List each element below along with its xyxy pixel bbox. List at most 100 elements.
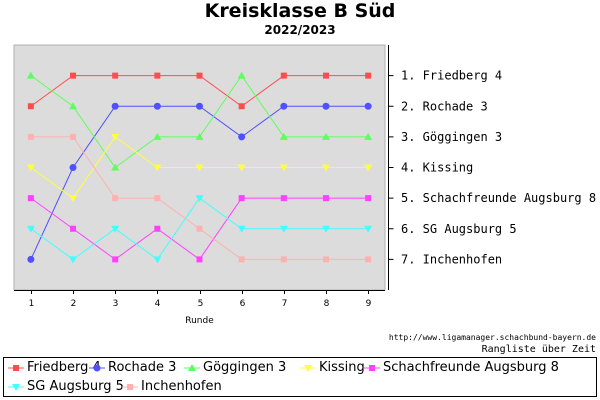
data-point (153, 164, 162, 172)
x-tick-label: 2 (71, 299, 77, 309)
legend-swatch-icon (184, 363, 200, 371)
data-point (279, 132, 288, 140)
data-point (154, 72, 161, 79)
data-point (112, 256, 119, 263)
data-point (111, 133, 120, 141)
data-point (322, 102, 330, 110)
data-point (26, 71, 35, 79)
data-point (112, 195, 119, 202)
y-tick-label: 1. Friedberg 4 (401, 69, 502, 83)
data-point (280, 256, 287, 263)
line-chart: 1 2 3 4 5 6 7 8 9 Runde 1. Friedberg 4 2. Rochade 3… (13, 44, 596, 326)
source-url[interactable]: http://www.ligamanager.schachbund-bayern… (388, 333, 596, 342)
legend-label: Schachfreunde Augsburg 8 (383, 360, 559, 375)
data-point (26, 164, 35, 172)
legend-item: Inchenhofen (122, 379, 222, 394)
data-point (321, 164, 330, 172)
legend-label: SG Augsburg 5 (27, 379, 124, 394)
data-point (279, 164, 288, 172)
data-point (238, 256, 245, 263)
data-point (238, 133, 246, 141)
x-tick-label: 3 (113, 299, 119, 309)
legend-item: Friedberg 4 (8, 360, 101, 375)
data-point (111, 163, 120, 171)
data-point (196, 102, 203, 110)
data-point (70, 133, 77, 140)
data-point (364, 102, 372, 110)
data-point (153, 102, 161, 110)
data-point (69, 164, 77, 171)
data-point (69, 195, 78, 203)
data-point (112, 72, 119, 79)
data-point (279, 225, 288, 233)
x-tick-label: 6 (240, 299, 246, 309)
data-point (70, 225, 77, 232)
y-tick-label: 4. Kissing (401, 161, 473, 175)
y-tick-label: 5. Schachfreunde Augsburg 8 (401, 191, 596, 205)
y-tick-label: 7. Inchenhofen (401, 252, 502, 266)
x-axis-label: Runde (185, 316, 214, 326)
data-point (280, 102, 288, 110)
x-tick-label: 7 (282, 299, 288, 309)
legend-item: Schachfreunde Augsburg 8 (364, 360, 559, 375)
y-tick-label: 3. Göggingen 3 (401, 130, 502, 144)
x-tick-label: 9 (366, 299, 372, 309)
data-point (280, 72, 287, 79)
data-point (153, 256, 162, 264)
legend-label: Rochade 3 (108, 360, 177, 375)
series-7 (27, 133, 372, 263)
data-point (238, 103, 245, 110)
data-point (111, 102, 119, 110)
data-point (322, 195, 329, 202)
data-point (154, 195, 161, 202)
x-tick-label: 8 (324, 299, 330, 309)
data-point (365, 72, 372, 79)
chart-title: Kreisklasse B Süd (204, 0, 396, 22)
data-point (322, 256, 329, 263)
data-point (365, 256, 372, 263)
legend-item: SG Augsburg 5 (8, 379, 124, 394)
data-point (322, 72, 329, 79)
data-point (153, 132, 162, 140)
data-point (69, 256, 78, 264)
legend-swatch-icon (364, 364, 380, 371)
legend-swatch-icon (300, 364, 316, 372)
data-point (27, 255, 35, 263)
legend-item: Göggingen 3 (184, 360, 286, 375)
data-point (195, 164, 204, 172)
data-point (70, 72, 77, 79)
data-point (364, 164, 373, 172)
legend-label: Göggingen 3 (203, 360, 287, 375)
legend-label: Friedberg 4 (27, 360, 101, 375)
x-tick-label: 1 (29, 299, 35, 309)
series-5 (27, 195, 372, 263)
data-point (237, 225, 246, 233)
data-point (364, 132, 373, 140)
data-point (196, 256, 203, 263)
x-tick-label: 4 (155, 299, 161, 309)
data-point (195, 132, 204, 140)
legend-swatch-icon (122, 383, 138, 390)
data-point (365, 195, 372, 202)
data-point (321, 132, 330, 140)
data-point (26, 225, 35, 233)
legend-label: Inchenhofen (141, 379, 222, 394)
data-point (237, 164, 246, 172)
chart-subtitle: 2022/2023 (264, 23, 336, 37)
data-point (154, 225, 161, 232)
data-point (196, 72, 203, 79)
legend-item: Rochade 3 (89, 360, 176, 375)
data-point (321, 225, 330, 233)
legend-swatch-icon (89, 364, 105, 371)
data-point (27, 103, 34, 110)
series-4 (26, 133, 373, 203)
series-1 (27, 72, 372, 110)
data-point (237, 71, 246, 79)
series-6 (26, 195, 373, 264)
data-point (238, 195, 245, 202)
y-tick-label: 6. SG Augsburg 5 (401, 222, 517, 236)
legend-swatch-icon (8, 364, 24, 371)
x-tick-label: 5 (198, 299, 204, 309)
chart-caption: Rangliste über Zeit (481, 344, 596, 355)
data-point (364, 225, 373, 233)
